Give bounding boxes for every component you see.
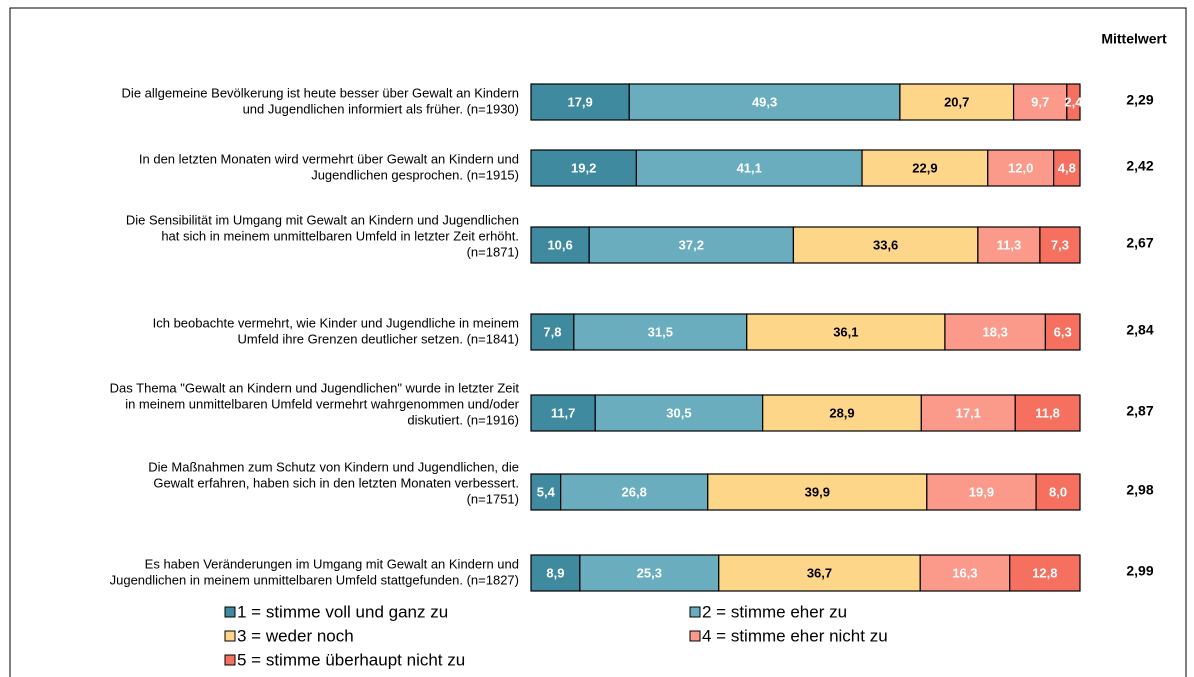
- value-label: 2,4: [1064, 94, 1083, 109]
- legend-swatch: [224, 606, 236, 618]
- bar-segment: [1009, 554, 1081, 592]
- bar-segment: [530, 473, 562, 511]
- bar-segment: [977, 226, 1041, 264]
- bar-segment: [1044, 313, 1081, 351]
- value-label: 9,7: [1031, 94, 1049, 109]
- value-label: 8,0: [1049, 484, 1067, 499]
- value-label: 26,8: [622, 484, 647, 499]
- value-label: 11,3: [997, 237, 1022, 252]
- category-label: und Jugendlichen informiert als früher. …: [243, 101, 519, 116]
- category-label: Umfeld ihre Grenzen deutlicher setzen. (…: [238, 331, 519, 346]
- value-label: 28,9: [829, 405, 854, 420]
- bar-segment: [899, 83, 1015, 121]
- mean-value: 2,42: [1126, 158, 1153, 174]
- category-label: (n=1871): [467, 244, 519, 259]
- bar-segment: [762, 394, 922, 432]
- bar-segment: [530, 226, 590, 264]
- bar-segment: [944, 313, 1047, 351]
- legend-label: 3 = weder noch: [237, 626, 354, 645]
- value-label: 41,1: [737, 160, 762, 175]
- mean-value: 2,67: [1126, 235, 1153, 251]
- value-label: 20,7: [944, 94, 969, 109]
- value-label: 39,9: [805, 484, 830, 499]
- bar-segment: [1053, 149, 1081, 187]
- value-label: 5,4: [537, 484, 556, 499]
- legend-label: 5 = stimme überhaupt nicht zu: [237, 650, 465, 669]
- legend-swatch: [689, 630, 701, 642]
- category-label: Jugendlichen in meinem unmittelbaren Umf…: [110, 572, 519, 587]
- mean-value: 2,98: [1126, 482, 1153, 498]
- value-label: 30,5: [666, 405, 691, 420]
- category-label: In den letzten Monaten wird vermehrt übe…: [139, 151, 519, 166]
- legend-label: 1 = stimme voll und ganz zu: [237, 602, 448, 621]
- category-label: diskutiert. (n=1916): [407, 412, 519, 427]
- value-label: 7,8: [543, 324, 561, 339]
- bar-segment: [1066, 83, 1081, 121]
- mean-value: 2,84: [1126, 322, 1153, 338]
- bar-segment: [926, 473, 1037, 511]
- bar-segment: [1014, 394, 1081, 432]
- bar-segment: [1039, 226, 1081, 264]
- value-label: 7,3: [1051, 237, 1069, 252]
- bar-segment: [718, 554, 921, 592]
- value-label: 22,9: [912, 160, 937, 175]
- value-label: 12,8: [1032, 565, 1057, 580]
- value-label: 19,2: [571, 160, 596, 175]
- bar-segment: [560, 473, 709, 511]
- value-label: 31,5: [648, 324, 673, 339]
- value-label: 10,6: [547, 237, 572, 252]
- category-label: in meinem unmittelbaren Umfeld vermehrt …: [125, 396, 519, 411]
- category-label: Jugendlichen gesprochen. (n=1915): [311, 167, 519, 182]
- category-label: Gewalt erfahren, haben sich in den letzt…: [153, 475, 519, 490]
- value-label: 12,0: [1008, 160, 1033, 175]
- bar-segment: [530, 554, 581, 592]
- mean-value: 2,99: [1126, 563, 1153, 579]
- value-label: 17,9: [567, 94, 592, 109]
- value-label: 17,1: [956, 405, 981, 420]
- frame: [9, 7, 1187, 677]
- category-label: (n=1751): [467, 491, 519, 506]
- value-label: 4,8: [1058, 160, 1076, 175]
- mean-header: Mittelwert: [1101, 31, 1167, 47]
- bar-segment: [635, 149, 863, 187]
- bar-segment: [1035, 473, 1081, 511]
- value-label: 36,1: [833, 324, 858, 339]
- value-label: 8,9: [546, 565, 564, 580]
- category-label: Es haben Veränderungen im Umgang mit Gew…: [145, 556, 519, 571]
- legend-swatch: [224, 654, 236, 666]
- value-label: 16,3: [952, 565, 977, 580]
- bar-segment: [588, 226, 795, 264]
- value-label: 19,9: [969, 484, 994, 499]
- bar-segment: [792, 226, 979, 264]
- category-label: Die allgemeine Bevölkerung ist heute bes…: [122, 85, 519, 100]
- bar-segment: [707, 473, 928, 511]
- category-label: Ich beobachte vermehrt, wie Kinder und J…: [153, 315, 519, 330]
- mean-value: 2,29: [1126, 92, 1153, 108]
- legend-label: 2 = stimme eher zu: [702, 602, 847, 621]
- bar-segment: [628, 83, 901, 121]
- value-label: 25,3: [637, 565, 662, 580]
- value-label: 11,8: [1035, 405, 1060, 420]
- legend-label: 4 = stimme eher nicht zu: [702, 626, 888, 645]
- mean-value: 2,87: [1126, 403, 1153, 419]
- category-label: Die Sensibilität im Umgang mit Gewalt an…: [126, 212, 519, 227]
- value-label: 37,2: [679, 237, 704, 252]
- legend-swatch: [689, 606, 701, 618]
- bar-segment: [594, 394, 764, 432]
- category-label: Die Maßnahmen zum Schutz von Kindern und…: [148, 459, 519, 474]
- value-label: 33,6: [873, 237, 898, 252]
- value-label: 11,7: [551, 405, 576, 420]
- value-label: 49,3: [752, 94, 777, 109]
- legend-swatch: [224, 630, 236, 642]
- value-label: 36,7: [807, 565, 832, 580]
- category-label: hat sich in meinem unmittelbaren Umfeld …: [161, 228, 519, 243]
- category-label: Das Thema "Gewalt an Kindern und Jugendl…: [110, 380, 520, 395]
- bar-segment: [530, 394, 596, 432]
- bar-segment: [579, 554, 720, 592]
- value-label: 18,3: [983, 324, 1008, 339]
- value-label: 6,3: [1054, 324, 1072, 339]
